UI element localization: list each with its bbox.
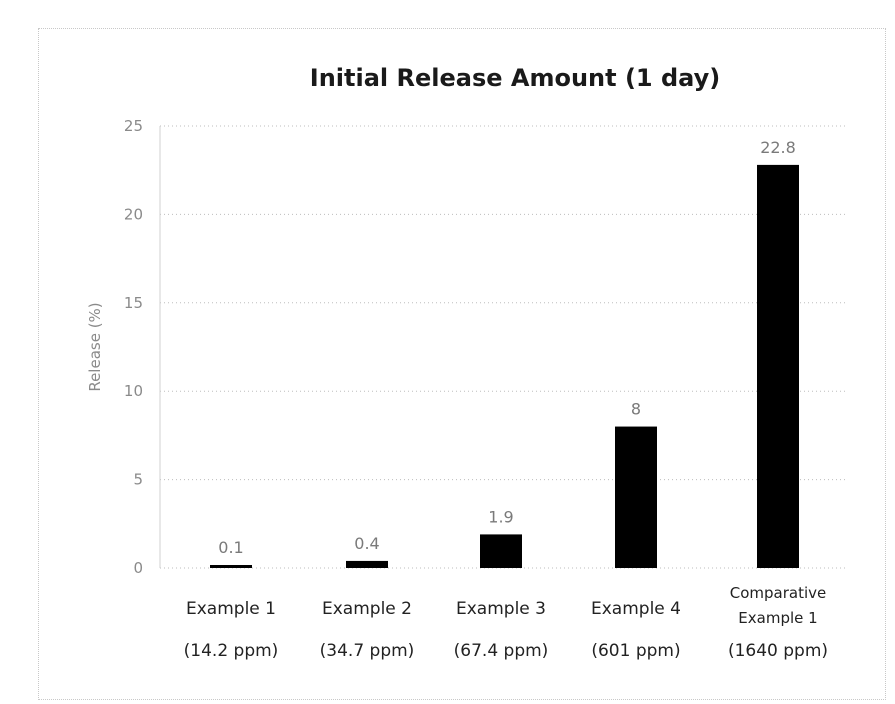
- x-category-sublabel: (67.4 ppm): [454, 641, 549, 661]
- bar: [346, 560, 388, 568]
- x-category-label: Example 1: [186, 599, 276, 619]
- data-label: 0.1: [218, 538, 243, 557]
- bars: [210, 164, 799, 568]
- y-tick-label: 20: [124, 205, 143, 223]
- chart-frame: [38, 28, 886, 700]
- y-axis-label: Release (%): [86, 302, 104, 391]
- bar: [210, 565, 252, 568]
- x-category-label: Example 2: [322, 599, 412, 619]
- data-label: 0.4: [354, 534, 379, 553]
- y-tick-labels: 0 5 10 15 20 25: [124, 117, 143, 577]
- x-category-label: Example 4: [591, 599, 681, 619]
- x-category-sublabel: (601 ppm): [591, 641, 680, 661]
- data-labels: 0.1 0.4 1.9 8 22.8: [218, 138, 796, 557]
- x-category-label: Example 1: [738, 609, 817, 627]
- x-category-sublabel: (34.7 ppm): [320, 641, 415, 661]
- chart-title: Initial Release Amount (1 day): [310, 64, 720, 92]
- data-label: 1.9: [488, 507, 513, 526]
- data-label: 22.8: [760, 138, 796, 157]
- x-category-labels: Example 1 (14.2 ppm) Example 2 (34.7 ppm) Ex…: [184, 584, 828, 661]
- gridlines: [160, 125, 845, 569]
- bar: [615, 426, 657, 568]
- y-tick-label: 5: [133, 471, 143, 489]
- y-tick-label: 0: [133, 559, 143, 577]
- x-category-sublabel: (1640 ppm): [728, 641, 828, 661]
- x-category-label: Comparative: [730, 584, 827, 602]
- y-tick-label: 10: [124, 382, 143, 400]
- x-category-label: Example 3: [456, 599, 546, 619]
- y-tick-label: 15: [124, 294, 143, 312]
- y-tick-label: 25: [124, 117, 143, 135]
- bar: [757, 164, 799, 568]
- data-label: 8: [631, 400, 641, 419]
- bar: [480, 534, 522, 568]
- x-category-sublabel: (14.2 ppm): [184, 641, 279, 661]
